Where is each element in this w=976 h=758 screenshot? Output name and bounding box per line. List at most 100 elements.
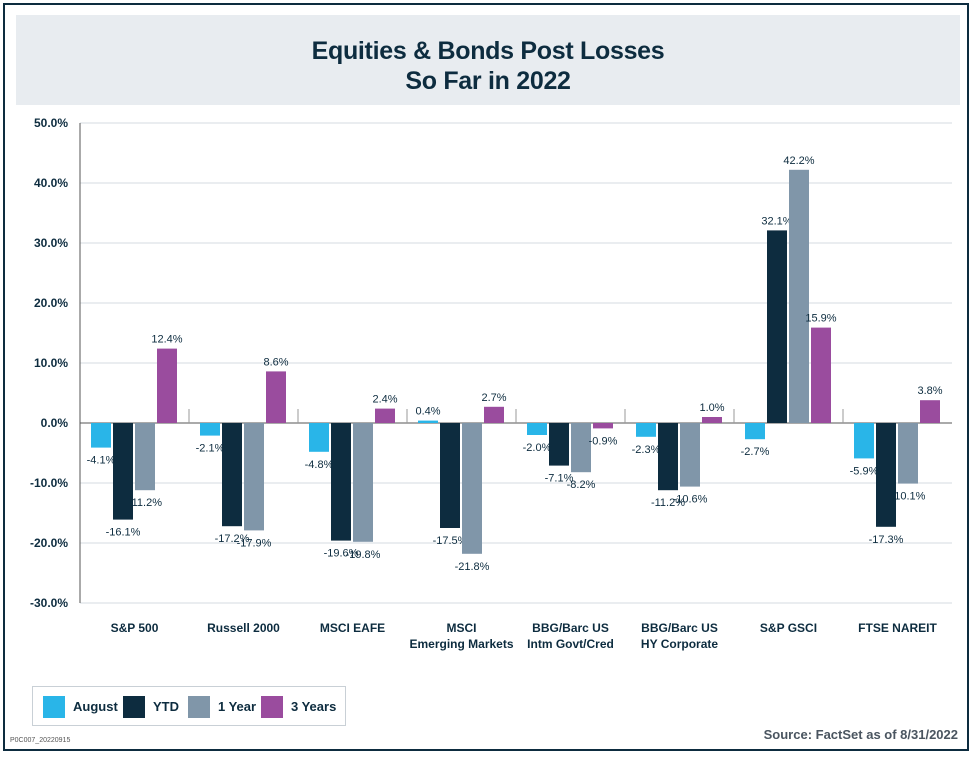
bar-ytd-msci-eafe xyxy=(331,423,351,541)
category-label: Russell 2000 xyxy=(207,621,280,635)
y-tick-label: -20.0% xyxy=(30,536,68,550)
bar-ytd-s-p-gsci xyxy=(767,230,787,423)
y-tick-label: 0.0% xyxy=(41,416,69,430)
bar-1-year-bbg-barc-us-hy-corporate xyxy=(680,423,700,487)
data-label: -11.2% xyxy=(128,497,162,509)
bar-3-years-bbg-barc-us-intm-govt-cred xyxy=(593,423,613,429)
bar-ytd-s-p-500 xyxy=(113,423,133,520)
bar-1-year-ftse-nareit xyxy=(898,423,918,484)
category-label: FTSE NAREIT xyxy=(858,621,937,635)
legend-label-ytd: YTD xyxy=(153,699,179,714)
data-label: 3.8% xyxy=(917,385,942,397)
bar-august-ftse-nareit xyxy=(854,423,874,459)
bar-1-year-s-p-gsci xyxy=(789,169,809,423)
data-label: -19.8% xyxy=(346,549,381,561)
data-label: -5.9% xyxy=(850,465,879,477)
data-label: -4.1% xyxy=(87,455,116,467)
data-label: -17.5% xyxy=(433,535,468,547)
data-label: 12.4% xyxy=(151,334,182,346)
source-note: Source: FactSet as of 8/31/2022 xyxy=(763,727,958,742)
data-label: -10.1% xyxy=(891,491,926,503)
bar-1-year-bbg-barc-us-intm-govt-cred xyxy=(571,423,591,473)
data-label: -17.2% xyxy=(215,533,250,545)
data-label: 8.6% xyxy=(263,356,288,368)
legend-label-august: August xyxy=(73,699,118,714)
data-label: -21.8% xyxy=(455,561,490,573)
bar-august-bbg-barc-us-hy-corporate xyxy=(636,423,656,437)
data-label: 0.4% xyxy=(415,406,440,418)
bar-1-year-russell-2000 xyxy=(244,423,264,531)
bar-ytd-ftse-nareit xyxy=(876,423,896,527)
data-label: 32.1% xyxy=(761,215,792,227)
category-label: S&P 500 xyxy=(111,621,159,635)
data-label: 42.2% xyxy=(783,155,814,167)
bar-3-years-bbg-barc-us-hy-corporate xyxy=(702,417,722,423)
chart-frame xyxy=(3,3,969,751)
legend-swatch-1-year xyxy=(188,696,210,718)
data-label: -19.6% xyxy=(324,548,359,560)
bar-3-years-s-p-500 xyxy=(157,348,177,423)
bar-3-years-msci-emerging-markets xyxy=(484,406,504,423)
category-label: Emerging Markets xyxy=(409,637,513,651)
chart-subtitle: So Far in 2022 xyxy=(405,67,571,95)
y-tick-label: -10.0% xyxy=(30,476,68,490)
title-band: Equities & Bonds Post Losses So Far in 2… xyxy=(16,15,960,105)
bar-ytd-msci-emerging-markets xyxy=(440,423,460,528)
bar-august-msci-eafe xyxy=(309,423,329,452)
data-label: -17.3% xyxy=(869,534,904,546)
data-label: 1.0% xyxy=(699,402,724,414)
data-label: 15.9% xyxy=(805,313,836,325)
chart-title: Equities & Bonds Post Losses xyxy=(311,37,665,65)
bar-3-years-russell-2000 xyxy=(266,371,286,423)
y-tick-label: 40.0% xyxy=(34,176,68,190)
bar-ytd-bbg-barc-us-hy-corporate xyxy=(658,423,678,491)
legend-swatch-3-years xyxy=(261,696,283,718)
data-label: -2.0% xyxy=(523,442,552,454)
legend-swatch-ytd xyxy=(123,696,145,718)
category-label: MSCI xyxy=(447,621,477,635)
category-label: HY Corporate xyxy=(641,637,718,651)
bar-ytd-russell-2000 xyxy=(222,423,242,527)
data-label: -8.2% xyxy=(567,479,596,491)
bar-august-s-p-500 xyxy=(91,423,111,448)
data-label: -2.3% xyxy=(632,444,661,456)
bar-1-year-s-p-500 xyxy=(135,423,155,491)
category-label: BBG/Barc US xyxy=(641,621,718,635)
y-tick-label: 20.0% xyxy=(34,296,68,310)
data-label: -16.1% xyxy=(106,527,141,539)
bar-1-year-msci-emerging-markets xyxy=(462,423,482,554)
data-label: -17.9% xyxy=(237,537,272,549)
data-label: -2.1% xyxy=(196,443,225,455)
bar-3-years-msci-eafe xyxy=(375,408,395,423)
document-code: P0C007_20220915 xyxy=(10,737,71,744)
data-label: -10.6% xyxy=(673,494,708,506)
y-tick-label: 50.0% xyxy=(34,116,68,130)
y-tick-label: -30.0% xyxy=(30,596,68,610)
legend: August YTD 1 Year 3 Years xyxy=(32,686,346,726)
data-label: -4.8% xyxy=(305,459,334,471)
data-label: 2.7% xyxy=(481,392,506,404)
y-tick-label: 10.0% xyxy=(34,356,68,370)
bar-august-msci-emerging-markets xyxy=(418,420,438,423)
bar-august-bbg-barc-us-intm-govt-cred xyxy=(527,423,547,435)
data-label: -11.2% xyxy=(651,497,685,509)
legend-label-3-years: 3 Years xyxy=(291,699,337,714)
bar-august-russell-2000 xyxy=(200,423,220,436)
bar-ytd-bbg-barc-us-intm-govt-cred xyxy=(549,423,569,466)
category-label: MSCI EAFE xyxy=(320,621,385,635)
data-label: -7.1% xyxy=(545,473,574,485)
bar-3-years-ftse-nareit xyxy=(920,400,940,423)
category-label: S&P GSCI xyxy=(760,621,817,635)
data-label: 2.4% xyxy=(372,394,397,406)
bar-1-year-msci-eafe xyxy=(353,423,373,542)
y-tick-label: 30.0% xyxy=(34,236,68,250)
data-label: -2.7% xyxy=(741,446,770,458)
bar-august-s-p-gsci xyxy=(745,423,765,440)
category-label: Intm Govt/Cred xyxy=(527,637,614,651)
data-label: -0.9% xyxy=(589,435,618,447)
legend-label-1-year: 1 Year xyxy=(218,699,257,714)
bar-3-years-s-p-gsci xyxy=(811,327,831,423)
category-label: BBG/Barc US xyxy=(532,621,609,635)
legend-swatch-august xyxy=(43,696,65,718)
